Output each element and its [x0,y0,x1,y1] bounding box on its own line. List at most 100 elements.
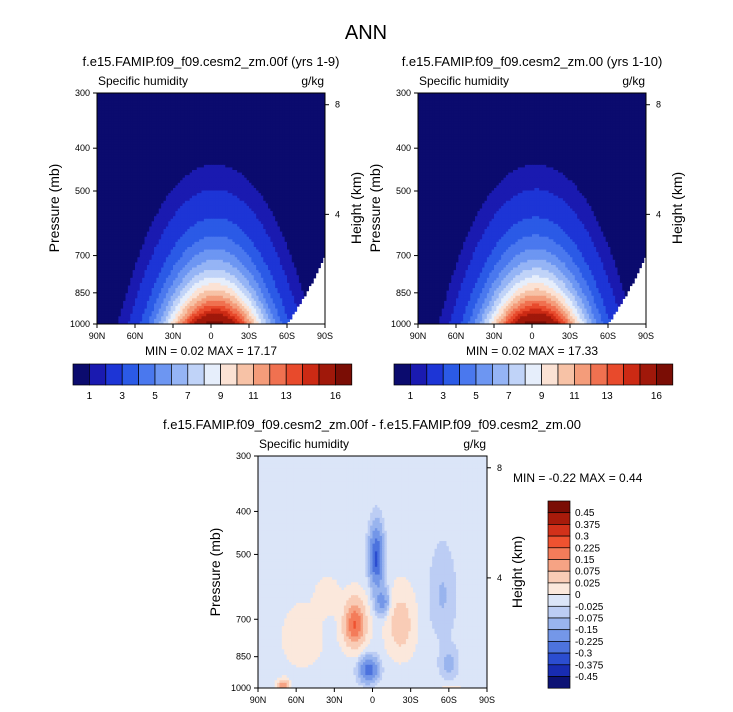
panel-2-ytick-label: 700 [396,251,411,261]
panel-2-ylabel-right: Height (km) [669,172,685,244]
panel-2-xtick-label: 0 [529,331,534,341]
colorbar-label: 9 [218,391,224,402]
panel-3-min-max: MIN = -0.22 MAX = 0.44 [513,471,643,485]
colorbar-box [590,363,608,386]
panel-1-xtick-label: 0 [208,331,213,341]
colorbar-box [547,512,571,525]
panel-3-xtick-label: 30N [326,695,343,705]
colorbar-label: 11 [569,391,580,402]
colorbar-label: 13 [602,391,614,402]
colorbar-label: 1 [87,391,93,402]
panel-2-ytick-right-label: 4 [656,209,661,219]
panel-1-ytick-right-label: 8 [335,100,340,110]
colorbar-label: -0.225 [575,637,604,648]
panel-3: f.e15.FAMIP.f09_f09.cesm2_zm.00f - f.e15… [163,417,643,705]
colorbar-box [105,363,123,386]
panel-3-right-label: g/kg [463,437,486,451]
colorbar-box [302,363,320,386]
panel-1-title: f.e15.FAMIP.f09_f09.cesm2_zm.00f (yrs 1-… [83,54,340,69]
colorbar-box [89,363,107,386]
panel-1-colorbar: 1 3 5 7 9 11 13 16 [72,363,353,402]
colorbar-box [547,582,571,595]
colorbar-box [623,363,641,386]
colorbar-box [547,652,571,666]
colorbar-box [426,363,444,386]
panel-2-xtick-label: 60N [448,331,465,341]
panel-1-right-label: g/kg [301,74,324,88]
colorbar-box [547,524,571,537]
panel-3-xtick-label: 60N [288,695,305,705]
colorbar-label: 7 [185,391,191,402]
panel-2-colorbar: 1 3 5 7 9 11 13 16 [393,363,674,402]
colorbar-box [442,363,460,386]
colorbar-label: 5 [473,391,479,402]
panel-1-min-max: MIN = 0.02 MAX = 17.17 [145,344,277,358]
panel-1-ytick-label: 300 [75,88,90,98]
colorbar-label: 0.375 [575,520,600,531]
panel-1-xtick-label: 90S [317,331,333,341]
colorbar-box [508,363,526,386]
panel-1-xtick-label: 60S [279,331,295,341]
colorbar-label: 3 [119,391,125,402]
panel-1-xtick-label: 30S [241,331,257,341]
panel-3-xtick-label: 90N [250,695,267,705]
colorbar-label: 11 [248,391,259,402]
panel-2-xtick-label: 30N [486,331,503,341]
colorbar-box [547,547,571,560]
panel-2-xtick-label: 90S [638,331,654,341]
colorbar-box [547,676,571,689]
panel-3-ytick-label: 850 [236,652,251,662]
colorbar-label: -0.3 [575,649,593,660]
panel-2-min-max: MIN = 0.02 MAX = 17.33 [466,344,598,358]
colorbar-label: 0.025 [575,578,600,589]
panel-3-xtick-label: 60S [441,695,457,705]
panel-1-ytick-label: 850 [75,288,90,298]
panel-1-ytick-label: 400 [75,143,90,153]
colorbar-box [547,570,571,584]
panel-2-right-label: g/kg [622,74,645,88]
panel-3-xtick-label: 30S [403,695,419,705]
panel-3-xtick-label: 90S [479,695,495,705]
colorbar-box [547,594,571,607]
panel-1-left-label: Specific humidity [98,74,188,88]
colorbar-box [253,363,271,386]
colorbar-box [220,363,238,386]
panel-1-ylabel: Pressure (mb) [46,164,62,253]
colorbar-box [203,363,221,386]
colorbar-label: 5 [152,391,158,402]
colorbar-box [547,629,571,642]
panel-2: f.e15.FAMIP.f09_f09.cesm2_zm.00 (yrs 1-1… [367,54,685,402]
colorbar-label: 3 [440,391,446,402]
panel-1-plot [96,92,326,325]
colorbar-box [138,363,156,386]
panel-3-title: f.e15.FAMIP.f09_f09.cesm2_zm.00f - f.e15… [163,417,581,432]
colorbar-box [187,363,205,386]
panel-1-xtick-label: 90N [89,331,106,341]
panel-3-ylabel: Pressure (mb) [207,528,223,617]
panel-2-ytick-label: 500 [396,186,411,196]
panel-1-ytick-right-label: 4 [335,209,340,219]
colorbar-label: 0.225 [575,543,600,554]
colorbar-box [335,363,353,386]
colorbar-label: -0.025 [575,602,604,613]
colorbar-box [547,559,571,572]
panel-3-ytick-label: 300 [236,451,251,461]
panel-1-ylabel-right: Height (km) [348,172,364,244]
panel-2-xtick-label: 30S [562,331,578,341]
panel-2-ytick-label: 400 [396,143,411,153]
colorbar-label: 16 [651,391,663,402]
panel-2-ytick-label: 300 [396,88,411,98]
colorbar-label: 1 [408,391,414,402]
colorbar-box [393,363,411,386]
colorbar-box [475,363,493,386]
colorbar-box [547,500,571,514]
colorbar-box [606,363,624,386]
colorbar-box [639,363,657,386]
panel-2-ytick-label: 850 [396,288,411,298]
panel-1-xtick-label: 60N [127,331,144,341]
colorbar-label: 0.3 [575,532,589,543]
colorbar-label: 9 [539,391,545,402]
panel-3-ylabel-right: Height (km) [509,536,525,608]
panel-2-ylabel: Pressure (mb) [367,164,383,253]
colorbar-box [410,363,428,386]
